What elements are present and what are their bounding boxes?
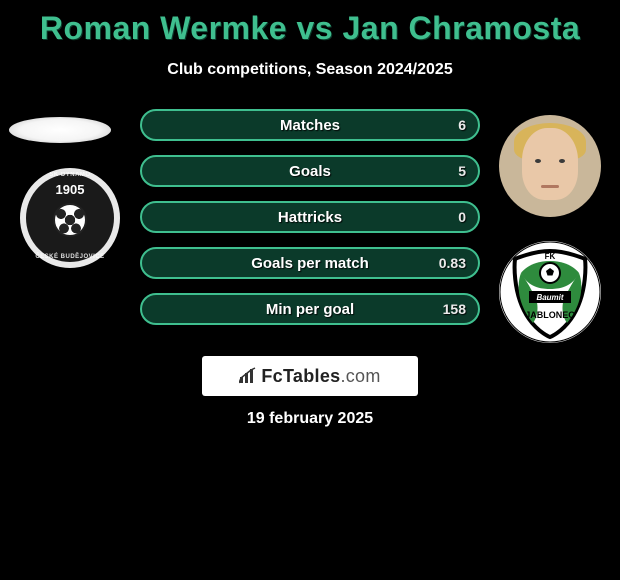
- stat-row-matches: Matches 6: [140, 109, 480, 141]
- stat-label: Goals per match: [251, 255, 369, 272]
- avatar-eye-right: [559, 159, 565, 163]
- stat-row-goals: Goals 5: [140, 155, 480, 187]
- stat-label: Min per goal: [266, 301, 354, 318]
- avatar-face: [522, 128, 578, 200]
- avatar-mouth: [541, 185, 559, 188]
- brand-box: FcTables.com: [202, 356, 418, 396]
- stat-label: Matches: [280, 117, 340, 134]
- bar-chart-icon: [239, 367, 257, 385]
- stat-row-mpg: Min per goal 158: [140, 293, 480, 325]
- player-left-avatar: [9, 117, 111, 143]
- svg-text:FK: FK: [545, 252, 556, 261]
- brand-text: FcTables.com: [261, 366, 380, 387]
- soccer-ball-icon: [53, 203, 87, 237]
- page-subtitle: Club competitions, Season 2024/2025: [0, 61, 620, 79]
- svg-text:JABLONEC: JABLONEC: [525, 310, 575, 320]
- brand-text-suffix: .com: [340, 366, 380, 386]
- content-area: SK DYNAMO 1905 ČESKÉ BUDĚJOVICE: [0, 109, 620, 359]
- club-right-badge: FK Baumit JABLONEC: [499, 241, 601, 343]
- club-left-bottom-text: ČESKÉ BUDĚJOVICE: [20, 254, 120, 260]
- club-left-year: 1905: [56, 182, 85, 197]
- stat-label: Hattricks: [278, 209, 342, 226]
- club-left-badge: SK DYNAMO 1905 ČESKÉ BUDĚJOVICE: [20, 168, 120, 268]
- club-right-svg: FK Baumit JABLONEC: [499, 241, 601, 343]
- stat-value-right: 0.83: [439, 255, 466, 271]
- brand-text-strong: FcTables: [261, 366, 340, 386]
- stat-rows: Matches 6 Goals 5 Hattricks 0 Goals per …: [140, 109, 480, 339]
- stat-value-right: 5: [458, 163, 466, 179]
- svg-text:Baumit: Baumit: [536, 293, 563, 302]
- stat-label: Goals: [289, 163, 331, 180]
- avatar-eye-left: [535, 159, 541, 163]
- stat-row-gpm: Goals per match 0.83: [140, 247, 480, 279]
- stat-value-right: 0: [458, 209, 466, 225]
- date-line: 19 february 2025: [0, 410, 620, 428]
- stat-value-right: 6: [458, 117, 466, 133]
- player-right-avatar: [499, 115, 601, 217]
- stat-row-hattricks: Hattricks 0: [140, 201, 480, 233]
- page-title: Roman Wermke vs Jan Chramosta: [0, 0, 620, 47]
- club-left-top-text: SK DYNAMO: [20, 172, 120, 178]
- stat-value-right: 158: [443, 301, 466, 317]
- comparison-card: Roman Wermke vs Jan Chramosta Club compe…: [0, 0, 620, 580]
